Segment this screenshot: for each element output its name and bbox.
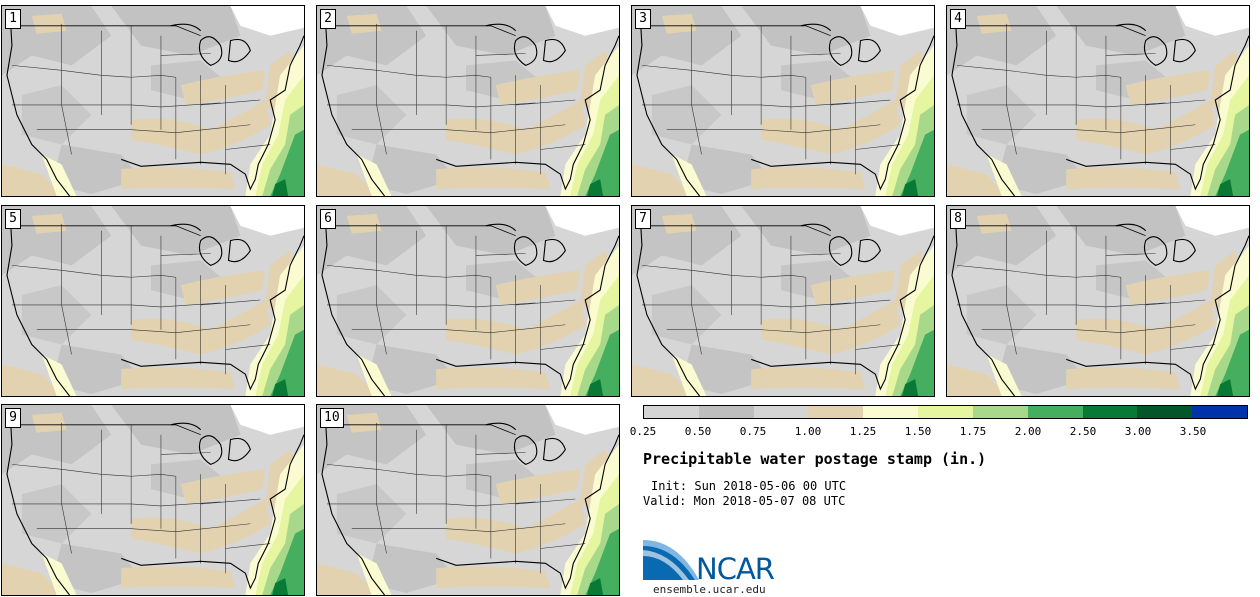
legend-tick-label: 3.00 <box>1124 425 1152 438</box>
color-legend-labels: 0.25 0.50 0.75 1.00 1.25 1.50 1.75 2.00 2.50 3.00… <box>630 425 1260 439</box>
ensemble-member-map-7: 7 <box>631 205 935 397</box>
member-label: 3 <box>635 9 651 29</box>
us-map <box>2 206 304 396</box>
us-map <box>317 405 619 595</box>
ensemble-member-map-3: 3 <box>631 5 935 197</box>
legend-tick-label: 1.25 <box>849 425 877 438</box>
legend-tick-label: 0.75 <box>739 425 767 438</box>
legend-swatch <box>753 406 809 418</box>
legend-tick-label: 2.00 <box>1014 425 1042 438</box>
ensemble-member-map-2: 2 <box>316 5 620 197</box>
legend-tick-label: 2.50 <box>1069 425 1097 438</box>
member-label: 1 <box>5 9 21 29</box>
legend-swatch <box>644 406 699 418</box>
us-map <box>947 6 1249 196</box>
color-legend-bar <box>643 405 1248 419</box>
member-label: 10 <box>320 408 344 428</box>
legend-swatch <box>1137 406 1193 418</box>
us-map <box>317 206 619 396</box>
member-label: 5 <box>5 209 21 229</box>
member-label: 9 <box>5 408 21 428</box>
legend-tick-label: 3.50 <box>1179 425 1207 438</box>
legend-swatch <box>1192 406 1247 418</box>
ensemble-member-map-5: 5 <box>1 205 305 397</box>
valid-time: Valid: Mon 2018-05-07 08 UTC <box>643 494 846 508</box>
us-map <box>2 6 304 196</box>
ensemble-member-map-8: 8 <box>946 205 1250 397</box>
ensemble-member-map-9: 9 <box>1 404 305 596</box>
website-url: ensemble.ucar.edu <box>653 583 766 596</box>
member-label: 6 <box>320 209 336 229</box>
legend-tick-label: 0.25 <box>629 425 657 438</box>
ensemble-member-map-1: 1 <box>1 5 305 197</box>
us-map <box>2 405 304 595</box>
legend-tick-label: 1.00 <box>794 425 822 438</box>
legend-swatch <box>863 406 919 418</box>
legend-swatch <box>1082 406 1138 418</box>
us-map <box>632 6 934 196</box>
ensemble-member-map-10: 10 <box>316 404 620 596</box>
us-map <box>632 206 934 396</box>
ensemble-member-map-6: 6 <box>316 205 620 397</box>
legend-swatch <box>1027 406 1083 418</box>
ncar-logo-icon <box>643 540 699 580</box>
us-map <box>317 6 619 196</box>
legend-swatch <box>808 406 864 418</box>
legend-swatch <box>698 406 754 418</box>
member-label: 8 <box>950 209 966 229</box>
legend-swatch <box>972 406 1028 418</box>
ensemble-member-map-4: 4 <box>946 5 1250 197</box>
ncar-wordmark: NCAR <box>696 552 775 586</box>
us-map <box>947 206 1249 396</box>
map-title: Precipitable water postage stamp (in.) <box>643 450 987 468</box>
member-label: 4 <box>950 9 966 29</box>
member-label: 7 <box>635 209 651 229</box>
legend-tick-label: 0.50 <box>684 425 712 438</box>
member-label: 2 <box>320 9 336 29</box>
init-time: Init: Sun 2018-05-06 00 UTC <box>651 479 847 493</box>
legend-swatch <box>918 406 973 418</box>
legend-tick-label: 1.75 <box>959 425 987 438</box>
legend-tick-label: 1.50 <box>904 425 932 438</box>
